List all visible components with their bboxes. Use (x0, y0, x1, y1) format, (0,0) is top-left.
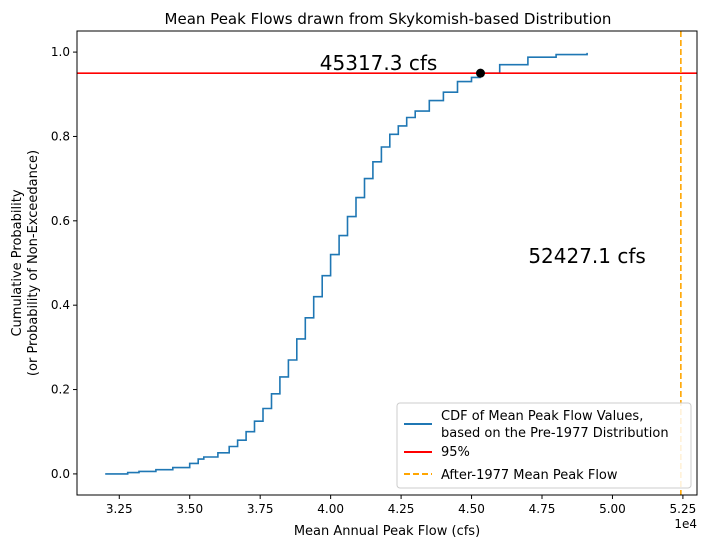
cdf-series-line (105, 52, 588, 475)
legend-label-cdf-line1: CDF of Mean Peak Flow Values, (441, 409, 643, 424)
x-axis: 3.25 3.50 3.75 4.00 4.25 4.50 4.75 5.00 5.25 (106, 495, 696, 516)
legend-label-after-1977: After-1977 Mean Peak Flow (441, 468, 618, 483)
y-tick-label: 0.2 (51, 383, 70, 397)
intersection-marker (475, 68, 485, 78)
x-tick-label: 4.00 (317, 502, 344, 516)
x-tick-label: 4.75 (529, 502, 556, 516)
y-tick-label: 0.0 (51, 467, 70, 481)
x-axis-offset-label: 1e4 (674, 517, 697, 531)
x-tick-label: 3.25 (106, 502, 133, 516)
legend-box (396, 402, 692, 489)
y-axis: 0.0 0.2 0.4 0.6 0.8 1.0 (51, 45, 77, 481)
x-tick-label: 5.25 (670, 502, 697, 516)
legend-label-95: 95% (441, 445, 470, 460)
legend-label-cdf-line2: based on the Pre-1977 Distribution (441, 426, 669, 441)
y-axis-label-line2: (or Probability of Non-Exceedance) (26, 150, 41, 376)
y-tick-label: 0.8 (51, 129, 70, 143)
x-tick-label: 3.50 (176, 502, 203, 516)
y-tick-label: 0.6 (51, 214, 70, 228)
y-axis-label-line1: Cumulative Probability (10, 189, 25, 336)
x-tick-label: 3.75 (247, 502, 274, 516)
annotation-1: 52427.1 cfs (528, 244, 646, 268)
x-axis-label: Mean Annual Peak Flow (cfs) (294, 524, 480, 539)
annotation-0: 45317.3 cfs (320, 51, 438, 75)
legend: CDF of Mean Peak Flow Values, based on t… (396, 402, 692, 489)
x-tick-label: 5.00 (599, 502, 626, 516)
y-tick-label: 1.0 (51, 45, 70, 59)
x-tick-label: 4.50 (458, 502, 485, 516)
y-tick-label: 0.4 (51, 298, 70, 312)
plot-frame (76, 30, 698, 496)
chart-title: Mean Peak Flows drawn from Skykomish-bas… (165, 10, 612, 28)
x-tick-label: 4.25 (388, 502, 415, 516)
